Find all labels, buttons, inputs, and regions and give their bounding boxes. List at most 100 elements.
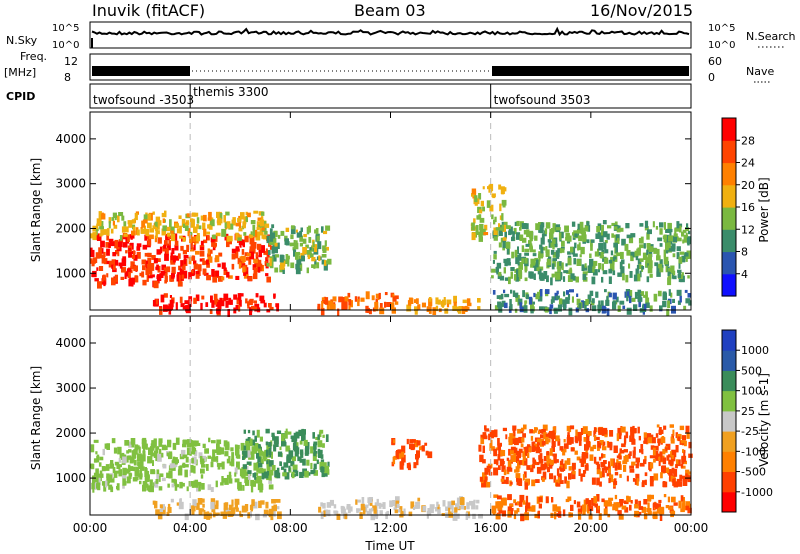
data-cell <box>493 467 499 476</box>
data-cell <box>598 300 601 307</box>
data-cell <box>200 215 205 221</box>
data-cell <box>450 501 454 510</box>
data-cell <box>613 242 618 248</box>
data-cell <box>616 228 621 233</box>
data-cell <box>518 253 522 261</box>
data-cell <box>128 279 134 287</box>
data-cell <box>155 216 161 224</box>
data-cell <box>671 434 674 439</box>
data-cell <box>577 244 580 251</box>
data-cell <box>502 427 507 432</box>
data-cell <box>255 255 259 261</box>
data-cell <box>296 258 302 265</box>
data-cell <box>198 452 203 459</box>
data-cell <box>595 291 599 298</box>
data-cell <box>668 268 672 272</box>
data-cell <box>118 469 123 477</box>
data-cell <box>250 237 255 242</box>
data-cell <box>237 481 242 490</box>
data-cell <box>196 233 200 237</box>
power-colorbar-label: Power [dB] <box>757 177 771 242</box>
data-cell <box>250 479 254 483</box>
data-cell <box>136 453 142 462</box>
data-cell <box>133 449 138 453</box>
data-cell <box>587 265 593 272</box>
data-cell <box>112 252 117 257</box>
data-cell <box>641 506 647 513</box>
data-cell <box>125 250 128 254</box>
data-cell <box>416 450 420 458</box>
data-cell <box>284 430 288 439</box>
data-cell <box>525 502 531 509</box>
data-cell <box>422 505 427 512</box>
data-cell <box>501 479 507 484</box>
data-cell <box>626 307 632 315</box>
data-cell <box>547 432 551 437</box>
velocity-ylabel: Slant Range [km] <box>29 366 43 470</box>
data-cell <box>338 296 343 303</box>
data-cell <box>514 308 518 313</box>
data-cell <box>639 462 645 467</box>
data-cell <box>394 295 399 300</box>
data-cell <box>268 303 272 308</box>
data-cell <box>154 500 158 509</box>
data-cell <box>474 195 478 203</box>
data-cell <box>508 439 513 446</box>
data-cell <box>98 211 102 219</box>
data-cell <box>271 224 275 229</box>
data-cell <box>128 473 133 477</box>
data-cell <box>592 269 598 276</box>
data-cell <box>95 451 98 455</box>
data-cell <box>321 259 324 265</box>
data-cell <box>98 462 102 467</box>
data-cell <box>621 443 626 448</box>
data-cell <box>272 254 277 262</box>
data-cell <box>667 277 672 286</box>
data-cell <box>329 303 334 310</box>
colorbar-tick-label: 4 <box>741 268 748 281</box>
colorbar-swatch <box>722 390 736 412</box>
data-cell <box>373 506 377 514</box>
data-cell <box>412 439 416 443</box>
data-cell <box>133 250 135 259</box>
data-cell <box>242 485 245 491</box>
data-cell <box>521 223 527 230</box>
data-cell <box>163 267 168 273</box>
data-cell <box>171 483 175 488</box>
data-cell <box>106 234 110 241</box>
data-cell <box>674 228 677 237</box>
data-cell <box>653 293 658 302</box>
data-cell <box>103 229 108 235</box>
data-cell <box>669 228 673 233</box>
data-cell <box>495 501 498 509</box>
data-cell <box>663 425 667 430</box>
data-cell <box>242 221 246 229</box>
data-cell <box>524 248 530 253</box>
data-cell <box>310 446 314 454</box>
data-cell <box>540 222 545 228</box>
data-cell <box>661 465 666 473</box>
data-cell <box>611 222 616 226</box>
data-cell <box>266 309 271 313</box>
data-cell <box>281 433 285 442</box>
data-cell <box>155 479 159 484</box>
data-cell <box>608 259 613 264</box>
data-cell <box>685 425 690 433</box>
data-cell <box>260 500 265 505</box>
data-cell <box>512 429 516 434</box>
data-cell <box>672 253 676 258</box>
data-cell <box>179 499 182 505</box>
data-cell <box>237 217 242 223</box>
data-cell <box>272 511 276 517</box>
data-cell <box>406 463 410 469</box>
data-cell <box>649 462 654 469</box>
data-cell <box>192 236 196 242</box>
data-cell <box>172 255 176 263</box>
data-cell <box>223 215 226 223</box>
data-cell <box>228 223 234 230</box>
data-cell <box>118 239 124 243</box>
data-cell <box>598 456 602 461</box>
data-cell <box>112 220 115 226</box>
data-cell <box>558 298 563 305</box>
data-cell <box>156 264 159 271</box>
